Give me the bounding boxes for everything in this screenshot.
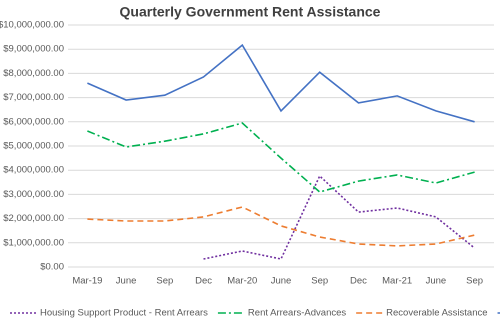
y-tick-label: $0.00 xyxy=(40,262,64,273)
y-tick-label: $2,000,000.00 xyxy=(3,213,64,224)
x-tick-label: Sep xyxy=(311,276,328,287)
x-tick-label: Mar-21 xyxy=(382,276,412,287)
series-line xyxy=(87,43,475,123)
y-tick-label: $9,000,000.00 xyxy=(3,44,64,55)
x-tick-label: Sep xyxy=(466,276,483,287)
y-tick-label: $10,000,000.00 xyxy=(0,20,64,31)
x-tick-label: Sep xyxy=(156,276,173,287)
series-line xyxy=(87,206,475,247)
x-tick-label: Dec xyxy=(350,276,367,287)
y-tick-label: $3,000,000.00 xyxy=(3,189,64,200)
y-tick-label: $7,000,000.00 xyxy=(3,92,64,103)
y-tick-label: $8,000,000.00 xyxy=(3,68,64,79)
chart-title: Quarterly Government Rent Assistance xyxy=(120,4,381,20)
legend-label: Recoverable Assistance xyxy=(386,308,487,319)
x-tick-label: June xyxy=(271,276,292,287)
series-line xyxy=(203,174,476,260)
y-tick-label: $5,000,000.00 xyxy=(3,141,64,152)
x-tick-label: Mar-20 xyxy=(227,276,257,287)
x-tick-label: June xyxy=(426,276,447,287)
y-tick-label: $6,000,000.00 xyxy=(3,116,64,127)
x-tick-label: Mar-19 xyxy=(72,276,102,287)
legend-label: Housing Support Product - Rent Arrears xyxy=(40,308,208,319)
series-line xyxy=(87,122,475,193)
x-tick-label: June xyxy=(116,276,137,287)
y-tick-label: $4,000,000.00 xyxy=(3,165,64,176)
legend-label: Rent Arrears-Advances xyxy=(248,308,346,319)
x-tick-label: Dec xyxy=(195,276,212,287)
y-tick-label: $1,000,000.00 xyxy=(3,237,64,248)
